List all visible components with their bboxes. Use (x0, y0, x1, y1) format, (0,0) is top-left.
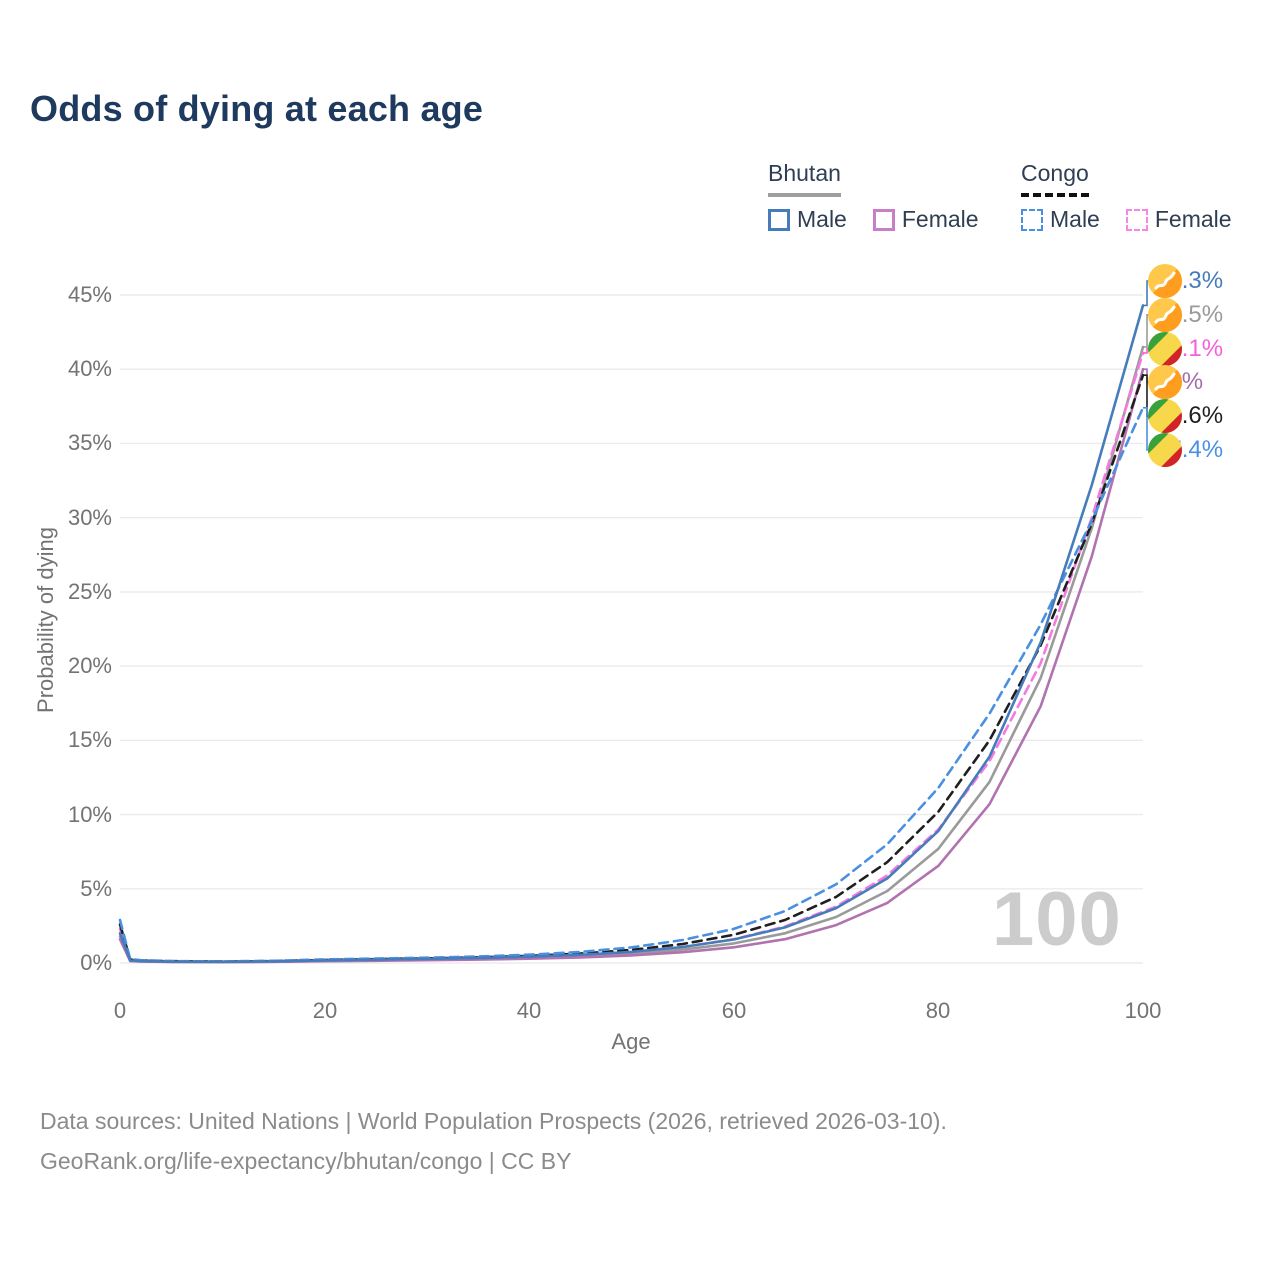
x-tick-60: 60 (721, 998, 747, 1023)
end-label-congo-both-sexes: 39.6% (1148, 399, 1223, 433)
legend-group-title: Congo (1021, 160, 1089, 197)
y-tick-35: 35% (67, 430, 112, 455)
legend-item-congo-male[interactable]: Male (1021, 206, 1100, 233)
legend-item-bhutan-male[interactable]: Male (768, 206, 847, 233)
bhutan-flag-icon (1148, 264, 1182, 298)
x-axis-title: Age (611, 1029, 651, 1054)
y-tick-15: 15% (67, 727, 112, 752)
end-label-congo-female: 41.1% (1148, 332, 1223, 366)
attribution-text: GeoRank.org/life-expectancy/bhutan/congo… (40, 1148, 572, 1174)
end-label-congo-male: 37.4% (1148, 433, 1223, 467)
legend-swatch-icon (768, 208, 790, 231)
legend-group-congo: Congo Male Female (1021, 160, 1232, 233)
y-tick-10: 10% (67, 802, 112, 827)
x-tick-20: 20 (312, 998, 338, 1023)
legend-item-label: Female (901, 206, 979, 232)
age-indicator-watermark: 100 (992, 877, 1122, 962)
y-tick-0: 0% (80, 950, 112, 975)
legend-swatch-icon (1021, 208, 1043, 231)
legend-item-label: Male (797, 206, 847, 232)
legend-group-bhutan: Bhutan Male Female (768, 160, 979, 233)
y-tick-20: 20% (67, 653, 112, 678)
line-congo-both-sexes (118, 373, 1145, 963)
line-congo-male (118, 406, 1145, 963)
legend-group-title: Bhutan (768, 160, 841, 197)
legend-item-label: Male (1050, 206, 1100, 232)
end-label-bhutan-female: 40% (1148, 365, 1203, 399)
congo-flag-icon (1148, 433, 1182, 467)
bhutan-flag-icon (1148, 365, 1182, 399)
legend-item-label: Female (1154, 206, 1232, 232)
end-label-bhutan-both-sexes: 41.5% (1148, 298, 1223, 332)
line-congo-female (118, 351, 1145, 963)
bhutan-flag-icon (1148, 298, 1182, 332)
y-tick-5: 5% (80, 876, 112, 901)
y-tick-25: 25% (67, 579, 112, 604)
legend-swatch-icon (1125, 208, 1148, 231)
y-axis-title: Probability of dying (33, 527, 58, 713)
x-tick-80: 80 (925, 998, 951, 1023)
legend: Bhutan Male Female Congo Male Female (0, 0, 1280, 250)
y-tick-40: 40% (67, 356, 112, 381)
legend-item-bhutan-female[interactable]: Female (872, 206, 979, 233)
congo-flag-icon (1148, 332, 1182, 366)
y-tick-30: 30% (67, 505, 112, 530)
end-label-bhutan-male: 44.3% (1148, 264, 1223, 298)
x-tick-40: 40 (516, 998, 542, 1023)
legend-item-congo-female[interactable]: Female (1125, 206, 1232, 233)
congo-flag-icon (1148, 399, 1182, 433)
y-tick-45: 45% (67, 282, 112, 307)
legend-swatch-icon (872, 208, 895, 231)
line-bhutan-both-sexes (118, 345, 1145, 964)
page-title: Odds of dying at each age (30, 88, 484, 129)
x-tick-0: 0 (113, 998, 127, 1023)
data-sources-text: Data sources: United Nations | World Pop… (40, 1108, 947, 1134)
x-tick-100: 100 (1124, 998, 1162, 1023)
line-bhutan-male (118, 304, 1145, 964)
